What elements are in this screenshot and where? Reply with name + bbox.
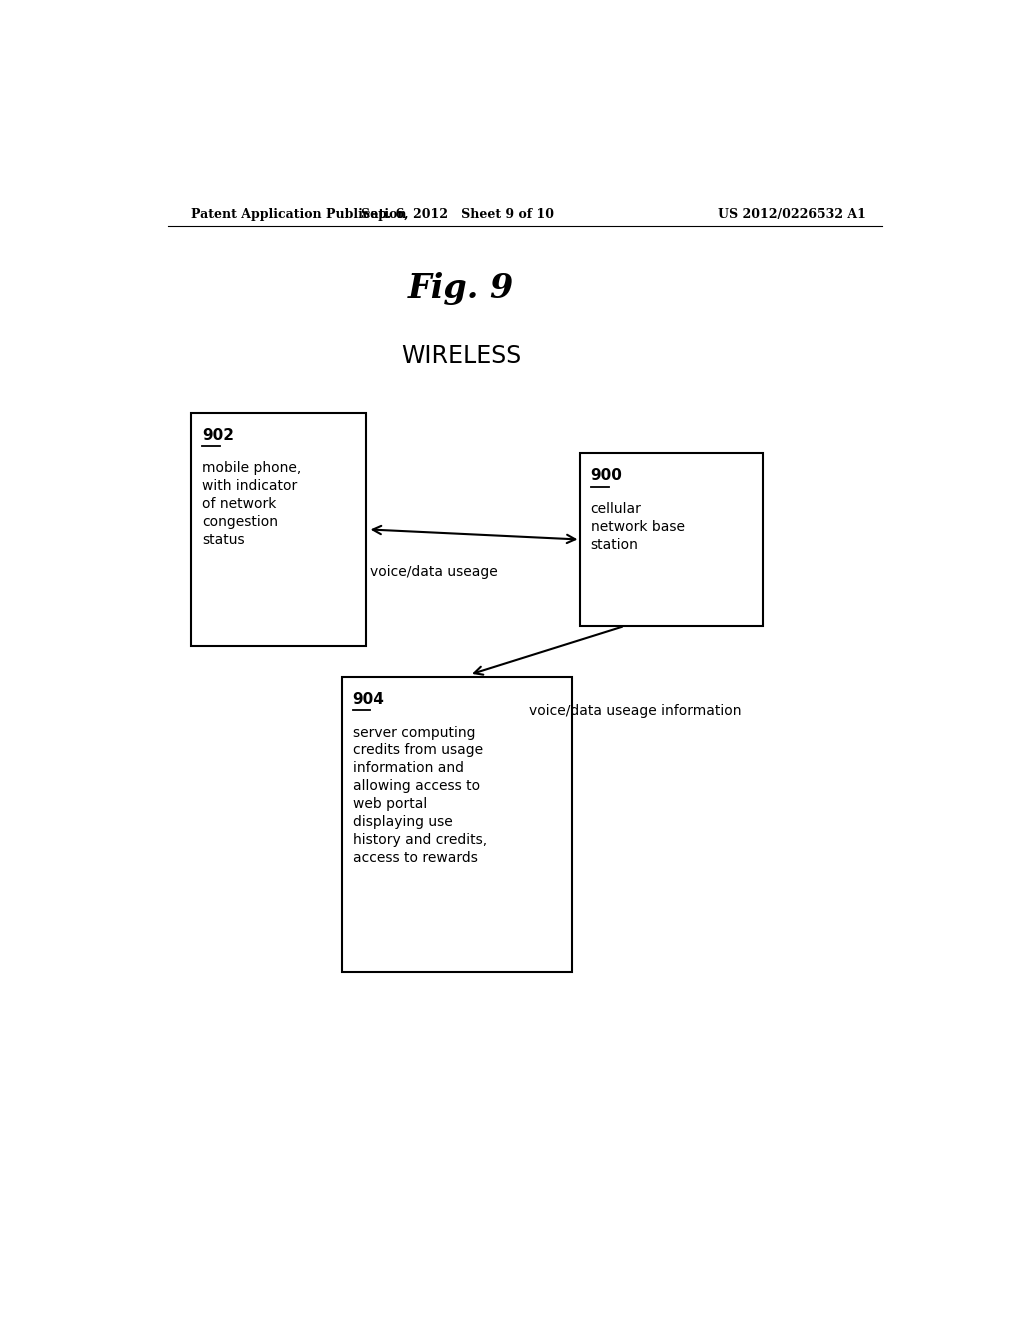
- Text: Sep. 6, 2012   Sheet 9 of 10: Sep. 6, 2012 Sheet 9 of 10: [360, 207, 554, 220]
- FancyBboxPatch shape: [581, 453, 763, 626]
- Text: voice/data useage information: voice/data useage information: [528, 704, 741, 718]
- Text: 904: 904: [352, 692, 384, 708]
- FancyBboxPatch shape: [342, 677, 572, 972]
- Text: Patent Application Publication: Patent Application Publication: [191, 207, 407, 220]
- Text: voice/data useage: voice/data useage: [370, 565, 498, 579]
- Text: server computing
credits from usage
information and
allowing access to
web porta: server computing credits from usage info…: [352, 726, 486, 865]
- Text: cellular
network base
station: cellular network base station: [591, 502, 685, 552]
- FancyBboxPatch shape: [191, 412, 367, 647]
- Text: mobile phone,
with indicator
of network
congestion
status: mobile phone, with indicator of network …: [202, 461, 301, 546]
- Text: WIRELESS: WIRELESS: [401, 343, 521, 367]
- Text: US 2012/0226532 A1: US 2012/0226532 A1: [718, 207, 866, 220]
- Text: 900: 900: [591, 469, 623, 483]
- Text: Fig. 9: Fig. 9: [409, 272, 514, 305]
- Text: 902: 902: [202, 428, 233, 442]
